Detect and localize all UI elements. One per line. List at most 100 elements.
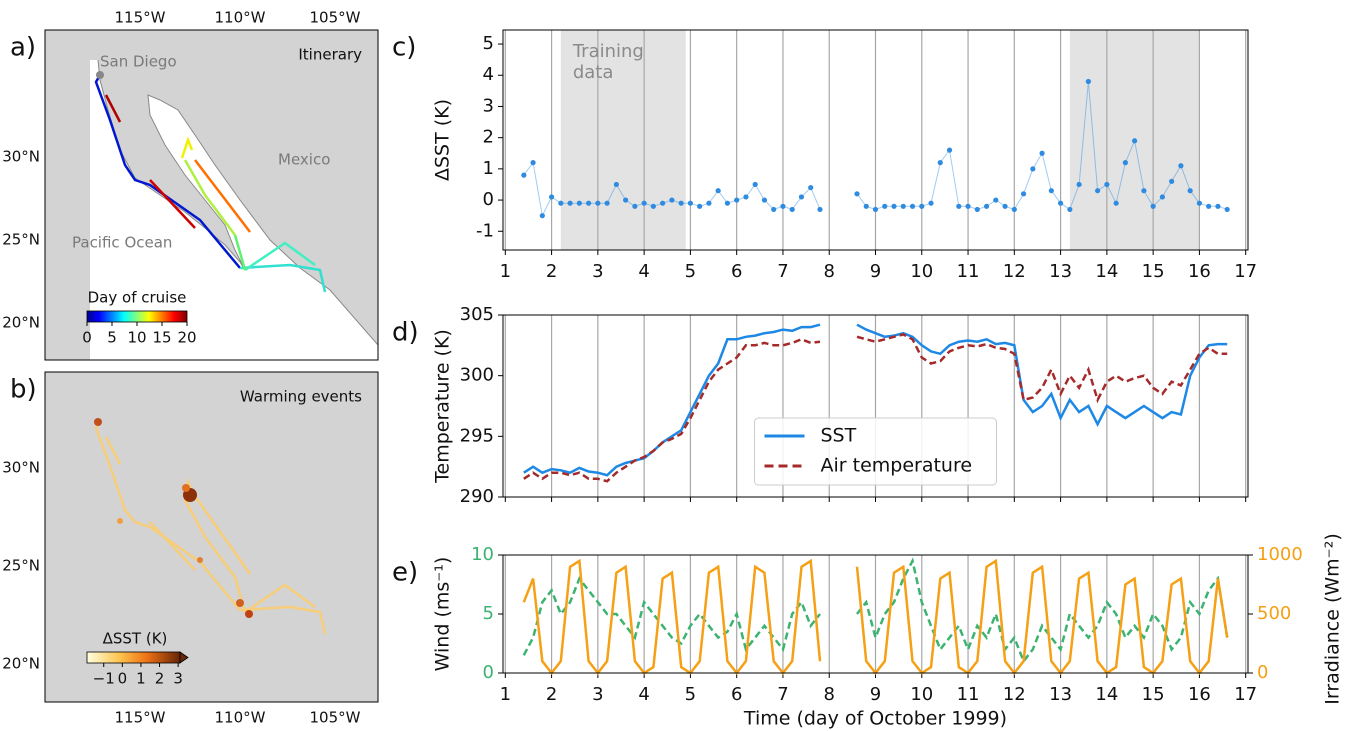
colorbar: [86, 310, 188, 323]
colorbar-tick-label: −1: [93, 670, 115, 688]
x-tick-label: 9: [870, 261, 881, 282]
city-marker: [96, 71, 104, 79]
frame: [44, 371, 379, 703]
point: [761, 197, 768, 203]
colorbar-tick-label: 0: [118, 670, 128, 688]
point: [1039, 150, 1045, 156]
shaded-span: [560, 30, 686, 250]
point: [1057, 200, 1064, 206]
panel-label: e): [392, 558, 418, 588]
frame: [44, 29, 379, 361]
x-tick-label: 17: [1234, 261, 1257, 282]
point: [539, 213, 545, 219]
track-segment: [233, 234, 247, 271]
point: [891, 203, 897, 209]
point: [623, 197, 629, 203]
point: [993, 197, 999, 203]
point: [1085, 78, 1091, 85]
series-line: [523, 333, 1228, 483]
x-tick-label: 5: [685, 684, 696, 705]
point: [724, 200, 731, 206]
lat-label: 30°N: [2, 148, 40, 166]
point: [1113, 200, 1119, 206]
map-a: San Diego Itinerary Mexico Pacific Ocean…: [2, 9, 379, 361]
x-axis-label: Time (day of October 1999): [743, 708, 1007, 730]
x-tick-label: 17: [1234, 684, 1257, 705]
plot-frame: [502, 554, 1249, 674]
point: [530, 160, 536, 166]
place-label: San Diego: [100, 53, 177, 71]
lon-label: 115°W: [115, 709, 166, 727]
x-tick-label: 5: [685, 261, 696, 282]
y-tick-label: 4: [483, 64, 494, 85]
y-tick-label: 2: [483, 127, 494, 148]
x-tick-label: 16: [1188, 684, 1211, 705]
point: [706, 200, 712, 206]
track-segment: [149, 521, 196, 571]
x-tick-label: 2: [546, 684, 557, 705]
point: [780, 203, 786, 209]
track-segment: [194, 159, 251, 233]
x-tick-label: 15: [1142, 261, 1165, 282]
y2-tick-label: 0: [1257, 662, 1268, 683]
point: [946, 147, 953, 153]
point: [586, 200, 592, 206]
lat-label: 20°N: [2, 314, 40, 332]
x-tick-label: 13: [1049, 261, 1072, 282]
panel-label: a): [10, 33, 36, 63]
event-marker: [236, 599, 244, 607]
track-segment: [239, 263, 327, 293]
x-tick-label: 6: [731, 261, 742, 282]
x-tick-label: 11: [957, 684, 980, 705]
x-tick-label: 15: [1142, 684, 1165, 705]
point: [1215, 203, 1221, 209]
point: [669, 197, 675, 203]
point: [863, 203, 869, 209]
point: [872, 206, 879, 213]
place-label: Pacific Ocean: [72, 234, 172, 252]
map-title: Warming events: [240, 388, 362, 406]
point: [715, 188, 721, 194]
y-tick-label: 0: [483, 189, 494, 210]
y-tick-label: 300: [460, 365, 494, 386]
y-tick-label: 0: [483, 662, 494, 683]
point: [1030, 166, 1036, 172]
y-tick-label: 305: [460, 304, 494, 325]
y2-tick-label: 1000: [1257, 544, 1303, 565]
point: [798, 194, 805, 200]
y-tick-label: 295: [460, 425, 494, 446]
point: [919, 203, 925, 209]
y-axis-label: Temperature (K): [432, 329, 454, 484]
colorbar-tick-label: 0: [82, 329, 92, 347]
point: [1076, 181, 1082, 188]
point: [1002, 203, 1008, 209]
event-marker: [117, 518, 123, 524]
x-tick-label: 14: [1095, 684, 1118, 705]
point: [604, 200, 610, 206]
x-tick-label: 16: [1188, 261, 1211, 282]
track-segment: [94, 419, 327, 635]
colorbar-tick-label: 5: [107, 329, 117, 347]
point: [697, 203, 703, 209]
track-segment: [180, 136, 194, 159]
panel-label: d): [392, 318, 419, 348]
point: [1048, 188, 1054, 194]
point: [613, 181, 619, 188]
lon-label: 110°W: [215, 709, 266, 727]
lon-label: 110°W: [215, 9, 266, 27]
point: [956, 203, 962, 209]
x-tick-label: 12: [1003, 684, 1026, 705]
point: [909, 203, 916, 209]
annotation: data: [573, 62, 614, 83]
x-tick-label: 12: [1003, 261, 1026, 282]
point: [521, 172, 527, 178]
y-tick-label: 5: [483, 33, 494, 54]
point: [817, 206, 823, 213]
point: [1011, 206, 1017, 213]
point: [1104, 181, 1110, 188]
y-tick-label: 1: [483, 158, 494, 179]
x-tick-label: 8: [824, 261, 835, 282]
point: [743, 194, 749, 200]
y-axis-label: ΔSST (K): [432, 99, 454, 181]
